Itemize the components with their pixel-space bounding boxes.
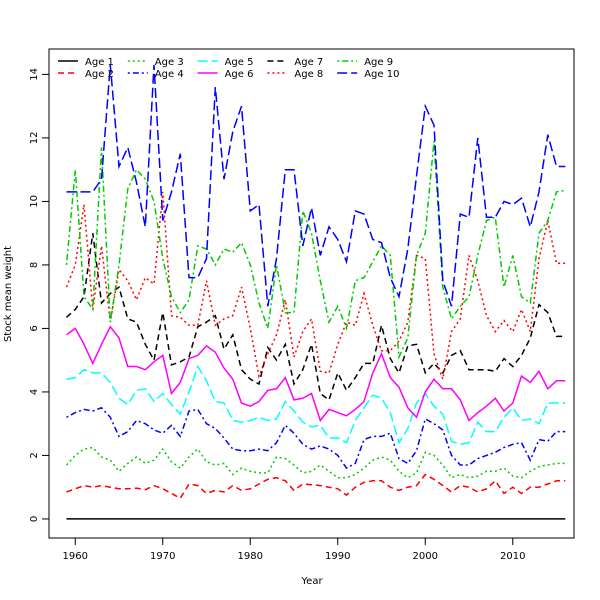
y-tick-label: 8 (29, 262, 40, 268)
y-tick-label: 6 (29, 325, 40, 331)
x-tick-label: 2000 (413, 551, 438, 562)
legend-label: Age 1 (85, 57, 114, 68)
x-tick-label: 1990 (325, 551, 350, 562)
legend-label: Age 2 (85, 69, 114, 80)
y-tick-label: 12 (29, 132, 40, 145)
y-tick-label: 14 (29, 68, 40, 81)
y-tick-label: 4 (29, 389, 40, 395)
legend-label: Age 10 (364, 69, 399, 80)
legend-label: Age 3 (155, 57, 184, 68)
series-line-age-3 (65, 446, 566, 479)
series-line-age-5 (66, 364, 566, 446)
series-line-age-9 (65, 141, 566, 360)
x-tick-label: 1980 (238, 551, 263, 562)
series-line-age-4 (66, 406, 566, 470)
plot-frame (48, 48, 575, 539)
y-tick-label: 0 (29, 516, 40, 522)
series-line-age-2 (66, 473, 566, 500)
series-line-age-8 (65, 191, 566, 383)
series-line-age-10 (66, 64, 566, 307)
series-line-age-6 (66, 325, 566, 423)
x-tick-label: 1970 (150, 551, 175, 562)
x-tick-label: 1960 (63, 551, 88, 562)
legend-label: Age 9 (364, 57, 393, 68)
legend-label: Age 8 (294, 69, 323, 80)
y-tick-label: 10 (29, 195, 40, 208)
x-axis-label: Year (300, 576, 323, 587)
legend-label: Age 6 (225, 69, 254, 80)
legend-label: Age 5 (225, 57, 254, 68)
y-tick-label: 2 (29, 452, 40, 458)
legend-label: Age 4 (155, 69, 184, 80)
y-axis-label: Stock mean weight (3, 246, 14, 342)
legend-label: Age 7 (294, 57, 323, 68)
x-tick-label: 2010 (500, 551, 525, 562)
series-line-age-7 (65, 233, 566, 402)
